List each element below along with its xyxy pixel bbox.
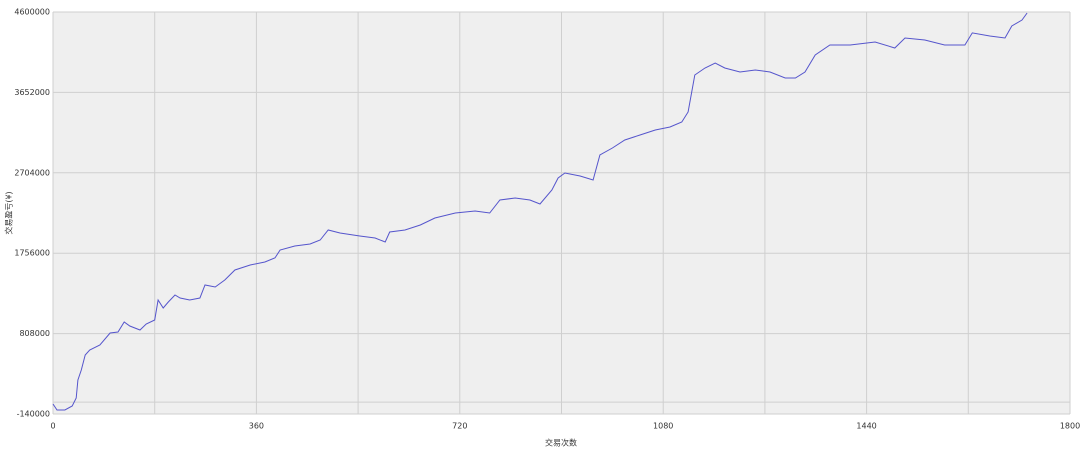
x-axis-label: 交易次数 [545,438,577,448]
y-tick-label: 3652000 [14,88,50,97]
line-series [52,12,1028,411]
y-tick-label: 808000 [19,329,50,338]
x-tick-label: 0 [50,422,55,431]
y-axis-label: 交易盈亏(¥) [4,191,14,234]
x-tick-label: 1800 [1060,422,1080,431]
y-tick-label: -140000 [17,410,50,419]
y-tick-label: 4600000 [14,8,50,17]
x-tick-label: 1080 [653,422,673,431]
x-tick-label: 1440 [856,422,876,431]
x-tick-label: 720 [452,422,467,431]
y-tick-label: 2704000 [14,168,50,177]
y-tick-label: 1756000 [14,249,50,258]
x-tick-label: 360 [249,422,264,431]
